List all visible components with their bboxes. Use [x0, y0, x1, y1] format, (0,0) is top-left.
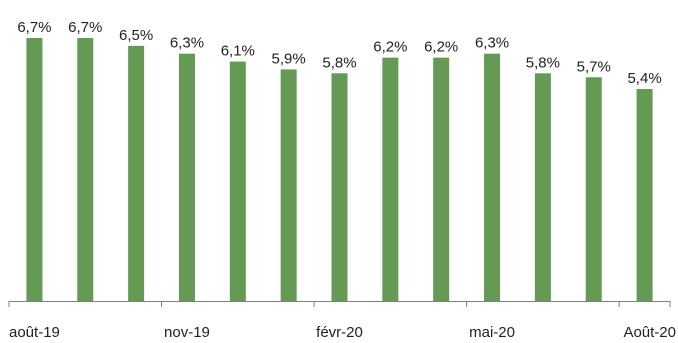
- x-axis-ticks-group: [8, 301, 671, 307]
- bar: [77, 38, 94, 301]
- bar: [534, 73, 551, 301]
- bar-value-label: 6,2%: [424, 39, 458, 56]
- bar-value-label: 6,7%: [17, 19, 51, 36]
- bar: [433, 57, 450, 301]
- bar: [636, 89, 653, 301]
- bar-value-label: 6,3%: [170, 35, 204, 52]
- bar: [128, 45, 145, 301]
- x-axis-tick-label: août-19: [9, 324, 60, 338]
- bar: [26, 38, 43, 301]
- bar-value-label: 5,9%: [272, 50, 306, 67]
- bar-value-label: 6,2%: [373, 39, 407, 56]
- bar-value-label: 6,3%: [475, 35, 509, 52]
- x-axis-tick-label: mai-20: [469, 324, 515, 338]
- bar-value-label: 5,8%: [322, 54, 356, 71]
- bar: [280, 69, 297, 302]
- bar: [331, 73, 348, 301]
- bar-value-label: 6,5%: [119, 27, 153, 44]
- bar-value-label: 6,1%: [221, 43, 255, 60]
- bars-group: [26, 38, 653, 302]
- bar-value-label: 5,7%: [577, 58, 611, 75]
- bar: [178, 53, 195, 302]
- value-labels-group: 6,7% 6,7% 6,5% 6,3% 6,1% 5,9% 5,8% 6,2% 6,2% 6,3%…: [17, 19, 661, 87]
- bar: [382, 57, 399, 301]
- bar: [229, 61, 246, 301]
- bar-value-label: 6,7%: [68, 19, 102, 36]
- bar-value-label: 5,4%: [627, 70, 661, 87]
- bar-value-label: 5,8%: [526, 54, 560, 71]
- x-axis-tick-labels-group: août-19 nov-19 févr-20 mai-20 Août-20: [9, 324, 676, 341]
- bar: [484, 53, 501, 302]
- x-axis-tick-label: févr-20: [316, 324, 363, 338]
- x-axis-tick-label: nov-19: [164, 324, 210, 338]
- bar: [585, 77, 602, 301]
- x-axis-tick-label: Août-20: [623, 324, 676, 338]
